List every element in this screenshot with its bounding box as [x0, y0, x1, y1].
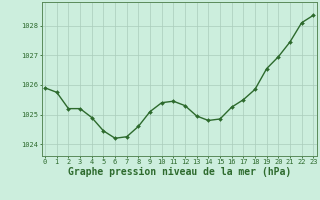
- X-axis label: Graphe pression niveau de la mer (hPa): Graphe pression niveau de la mer (hPa): [68, 167, 291, 177]
